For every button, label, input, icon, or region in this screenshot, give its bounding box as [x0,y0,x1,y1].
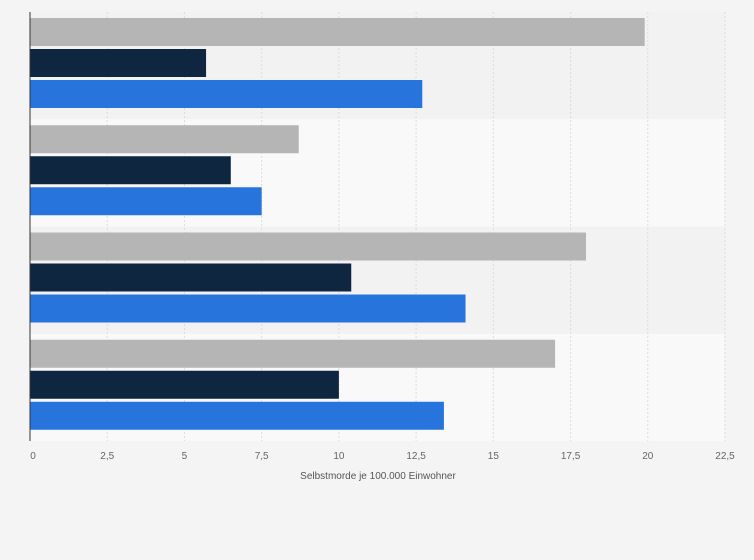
bar-0-2 [30,80,423,108]
bar-1-1 [30,156,231,185]
bar-2-2 [30,294,466,323]
x-tick-label: 20 [642,451,654,462]
gridlines [106,12,726,441]
bar-2-1 [30,263,352,292]
x-axis-title: Selbstmorde je 100.000 Einwohner [300,471,456,482]
x-tick-label: 0 [30,451,36,462]
bar-0-1 [30,49,207,77]
bar-1-0 [30,125,299,154]
bar-3-2 [30,401,444,430]
x-tick-label: 2,5 [100,451,114,462]
x-axis-ticks: 0 2,5 5 7,5 10 12,5 15 17,5 20 22,5 [30,451,735,462]
x-tick-label: 22,5 [715,451,735,462]
bar-2-0 [30,232,586,261]
x-tick-label: 5 [182,451,188,462]
bar-3-1 [30,370,339,399]
x-tick-label: 10 [333,451,345,462]
bar-3-0 [30,339,556,368]
bar-0-0 [30,18,645,46]
x-tick-label: 15 [488,451,500,462]
x-tick-label: 12,5 [406,451,426,462]
x-tick-label: 17,5 [561,451,581,462]
bars [30,18,645,430]
bar-1-2 [30,187,262,216]
x-tick-label: 7,5 [255,451,269,462]
